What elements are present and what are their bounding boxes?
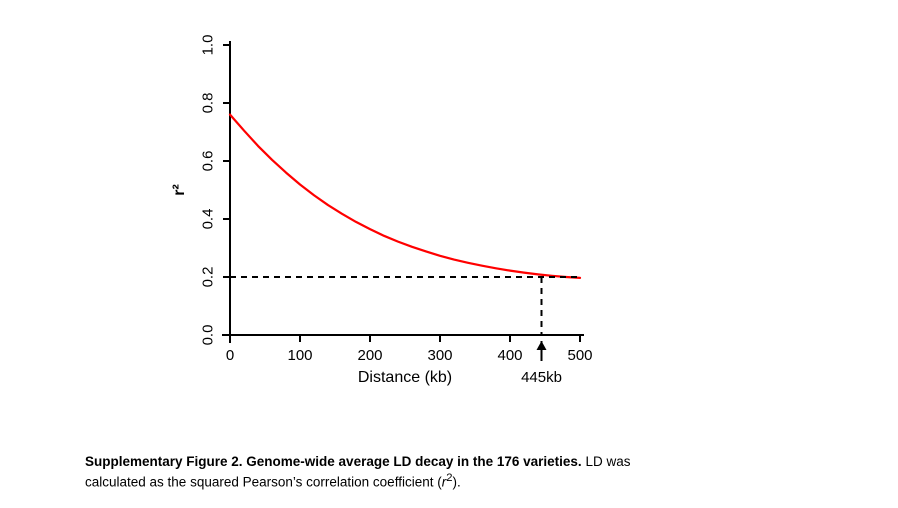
x-tick-label: 400 bbox=[497, 347, 522, 364]
x-axis-title: Distance (kb) bbox=[358, 369, 452, 387]
marker-arrow bbox=[537, 341, 547, 361]
y-tick-label: 0.6 bbox=[200, 151, 217, 172]
x-tick-label: 500 bbox=[567, 347, 592, 364]
x-tick-label: 300 bbox=[427, 347, 452, 364]
x-tick-label: 100 bbox=[287, 347, 312, 364]
y-tick-label: 0.0 bbox=[200, 325, 217, 346]
caption-line2-prefix: calculated as the squared Pearson’s corr… bbox=[85, 475, 442, 490]
caption-bold: Supplementary Figure 2. Genome-wide aver… bbox=[85, 454, 582, 469]
marker-label: 445kb bbox=[521, 369, 562, 386]
y-tick-label: 0.4 bbox=[200, 209, 217, 230]
y-tick-label: 0.8 bbox=[200, 93, 217, 114]
ld-decay-plot-svg bbox=[0, 0, 898, 508]
y-tick-label: 1.0 bbox=[200, 35, 217, 56]
y-axis-title: r² bbox=[171, 184, 189, 196]
x-tick-label: 0 bbox=[226, 347, 234, 364]
ld-decay-curve bbox=[230, 115, 580, 278]
y-tick-label: 0.2 bbox=[200, 267, 217, 288]
caption-rest1: LD was bbox=[582, 454, 631, 469]
caption-line2-suffix: ). bbox=[452, 475, 460, 490]
x-tick-label: 200 bbox=[357, 347, 382, 364]
figure-container: r² Distance (kb) 445kb 0100200300400500 … bbox=[0, 0, 898, 508]
figure-caption: Supplementary Figure 2. Genome-wide aver… bbox=[85, 453, 825, 492]
